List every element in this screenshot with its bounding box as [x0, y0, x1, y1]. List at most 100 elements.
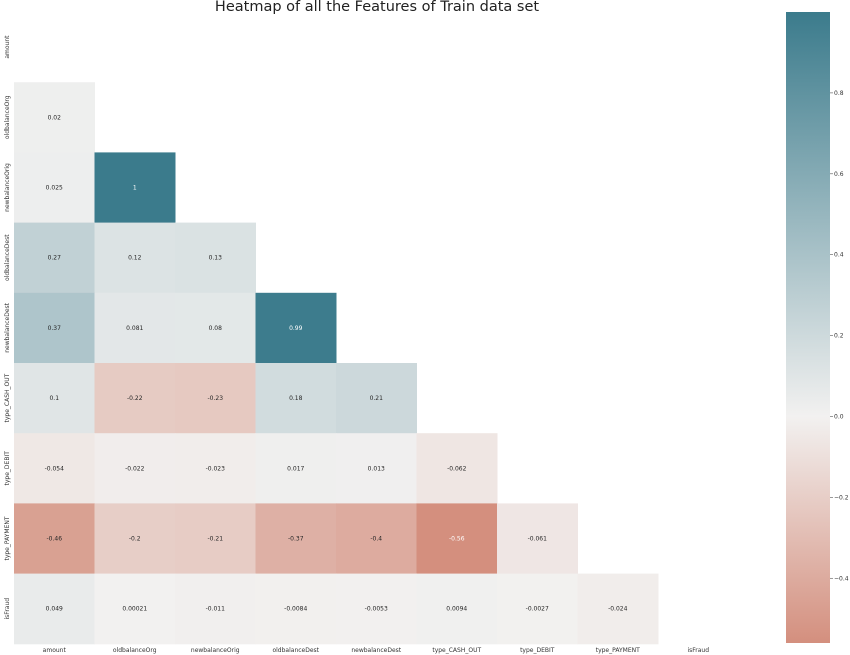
heatmap-cell-label: 0.13	[209, 255, 223, 262]
heatmap-cell-label: 0.0094	[446, 606, 467, 613]
heatmap-cell	[94, 363, 176, 434]
heatmap-cell	[255, 573, 337, 645]
heatmap-cell-label: -0.22	[127, 395, 143, 402]
heatmap-cell-label: -0.46	[46, 536, 62, 543]
heatmap-cell	[94, 152, 176, 224]
heatmap-cell	[175, 433, 256, 504]
x-tick-label: type_PAYMENT	[596, 647, 640, 654]
colorbar-tick-labels: 0.8 0.6 0.4 0.2 0.0 −0.2 −0.4	[830, 90, 849, 582]
heatmap-cell-label: 0.18	[289, 395, 303, 402]
heatmap-cell	[14, 433, 95, 504]
heatmap-cell-label: 0.049	[46, 606, 63, 613]
heatmap-cell	[336, 503, 417, 575]
heatmap-cell-label: -0.56	[449, 536, 465, 543]
y-axis-tick-labels: amount oldbalanceOrg newbalanceOrig oldbala…	[4, 35, 11, 620]
heatmap-cell-label: -0.023	[206, 465, 226, 472]
y-tick-label: type_PAYMENT	[4, 516, 11, 560]
heatmap-cell	[175, 363, 256, 434]
heatmap-cell	[255, 292, 337, 364]
heatmap-cell-label: -0.062	[447, 465, 467, 472]
colorbar-tick-label: 0.6	[834, 171, 844, 178]
heatmap-cell-label: -0.4	[370, 536, 382, 543]
heatmap-cell	[175, 573, 256, 645]
heatmap-cell-label: -0.022	[125, 465, 145, 472]
heatmap-cell	[14, 152, 95, 224]
heatmap-cell	[497, 503, 578, 575]
y-tick-label: oldbalanceOrg	[4, 95, 11, 139]
heatmap-cell-label: 0.27	[48, 255, 62, 262]
colorbar-tick-label: −0.4	[834, 575, 849, 582]
heatmap-cell	[416, 503, 498, 575]
heatmap-cell-label: -0.0027	[526, 606, 549, 613]
heatmap-cell-label: -0.024	[608, 606, 628, 613]
heatmap-cell-label: -0.0053	[365, 606, 388, 613]
colorbar	[786, 12, 830, 643]
heatmap-cell	[14, 503, 95, 575]
heatmap-cell	[14, 82, 95, 153]
heatmap-cell-label: -0.23	[207, 395, 223, 402]
colorbar-tick-label: −0.2	[834, 494, 849, 501]
heatmap-cell-label: -0.0084	[284, 606, 307, 613]
x-tick-label: newbalanceOrig	[191, 647, 240, 654]
heatmap-cell-label: 0.013	[368, 465, 385, 472]
heatmap-cell-label: -0.2	[129, 536, 141, 543]
heatmap-cell	[577, 573, 659, 645]
heatmap-cell	[416, 433, 498, 504]
heatmap-cell-label: 0.37	[48, 325, 62, 332]
heatmap-cell	[255, 363, 337, 434]
heatmap-cell	[416, 573, 498, 645]
chart-title: Heatmap of all the Features of Train dat…	[215, 0, 539, 15]
y-tick-label: isFraud	[4, 598, 11, 620]
x-tick-label: type_CASH_OUT	[432, 647, 481, 654]
heatmap-cell-label: 0.21	[370, 395, 384, 402]
colorbar-tick-label: 0.2	[834, 333, 844, 340]
x-tick-label: oldbalanceDest	[272, 647, 319, 654]
heatmap-cell	[94, 503, 176, 575]
heatmap-cell	[94, 292, 176, 364]
heatmap-cell	[14, 363, 95, 434]
colorbar-tick-label: 0.4	[834, 252, 844, 259]
x-tick-label: type_DEBIT	[520, 647, 555, 654]
heatmap-cell-label: 0.99	[289, 325, 303, 332]
heatmap-cell-label: 0.081	[126, 325, 143, 332]
heatmap-cell	[94, 222, 176, 294]
x-tick-label: oldbalanceOrg	[113, 647, 157, 654]
y-tick-label: amount	[4, 35, 11, 59]
heatmap-cell	[14, 222, 95, 294]
heatmap-cells	[14, 82, 659, 645]
heatmap-cell	[175, 503, 256, 575]
heatmap-cell	[497, 573, 578, 645]
y-tick-label: type_CASH_OUT	[4, 373, 11, 422]
y-tick-label: type_DEBIT	[4, 451, 11, 486]
heatmap-cell-label: 1	[133, 185, 137, 192]
x-tick-label: amount	[43, 647, 67, 654]
heatmap-cell-label: -0.054	[45, 465, 65, 472]
heatmap-cell	[336, 573, 417, 645]
heatmap-cell-label: 0.02	[48, 114, 62, 121]
heatmap-cell	[14, 573, 95, 645]
heatmap-cell-label: 0.025	[46, 185, 63, 192]
colorbar-tick-label: 0.8	[834, 90, 844, 97]
heatmap-cell	[14, 292, 95, 364]
x-axis-tick-labels: amount oldbalanceOrg newbalanceOrig oldbala…	[43, 647, 710, 654]
heatmap-cell	[336, 433, 417, 504]
heatmap-cell-label: 0.017	[287, 465, 304, 472]
x-tick-label: newbalanceDest	[351, 647, 401, 654]
y-tick-label: newbalanceOrig	[4, 163, 11, 212]
heatmap-cell	[94, 433, 176, 504]
heatmap-cell	[336, 363, 417, 434]
heatmap-cell	[255, 503, 337, 575]
heatmap-cell-label: -0.37	[288, 536, 304, 543]
heatmap-cell-label: 0.08	[209, 325, 223, 332]
heatmap-cell-label: 0.12	[128, 255, 142, 262]
x-tick-label: isFraud	[687, 647, 709, 654]
heatmap-cell-label: -0.061	[528, 536, 548, 543]
heatmap-cell-labels: 0.02 0.025 1 0.27 0.12 0.13 0.37 0.081 0.08 0.99 0…	[45, 114, 628, 612]
heatmap-cell-label: -0.21	[207, 536, 223, 543]
heatmap-cell	[175, 292, 256, 364]
heatmap-cell-label: -0.011	[206, 606, 226, 613]
y-tick-label: newbalanceDest	[4, 302, 11, 352]
heatmap-cell	[94, 573, 176, 645]
heatmap-cell-label: 0.00021	[122, 606, 147, 613]
